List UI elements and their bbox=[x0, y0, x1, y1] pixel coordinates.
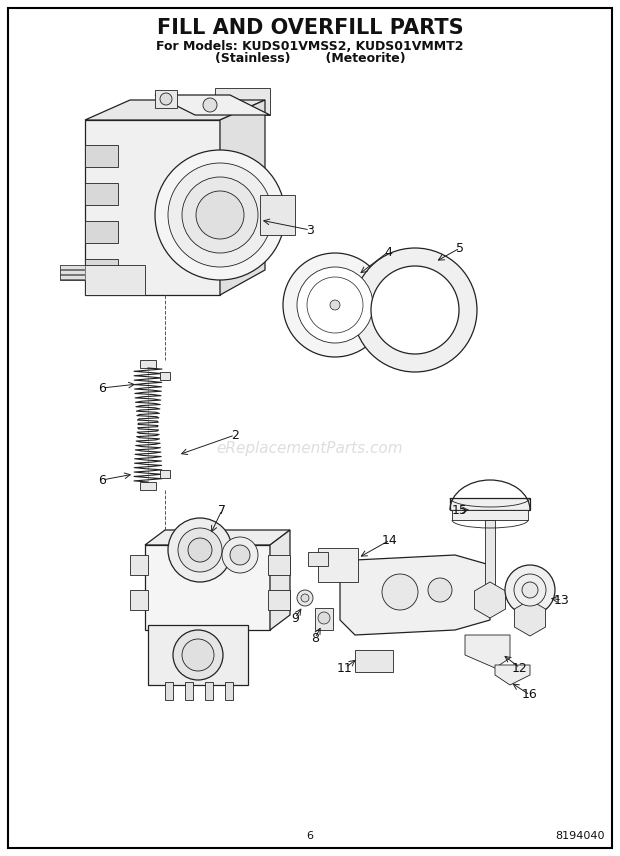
Polygon shape bbox=[145, 545, 270, 630]
Circle shape bbox=[297, 267, 373, 343]
Text: 12: 12 bbox=[512, 662, 528, 675]
Text: 11: 11 bbox=[337, 662, 353, 675]
Circle shape bbox=[371, 266, 459, 354]
Circle shape bbox=[318, 612, 330, 624]
Polygon shape bbox=[85, 183, 118, 205]
Text: 14: 14 bbox=[382, 533, 398, 546]
Polygon shape bbox=[148, 625, 248, 685]
Bar bbox=[268, 555, 290, 575]
Circle shape bbox=[182, 177, 258, 253]
Bar bbox=[308, 552, 328, 566]
Text: 9: 9 bbox=[291, 611, 299, 625]
Text: 8: 8 bbox=[311, 632, 319, 645]
Circle shape bbox=[522, 582, 538, 598]
Text: 8194040: 8194040 bbox=[556, 831, 604, 841]
Bar bbox=[130, 555, 148, 575]
Circle shape bbox=[173, 630, 223, 680]
Polygon shape bbox=[215, 88, 270, 115]
Text: FILL AND OVERFILL PARTS: FILL AND OVERFILL PARTS bbox=[157, 18, 463, 38]
Polygon shape bbox=[85, 259, 118, 281]
Bar bbox=[160, 470, 170, 478]
Text: 6: 6 bbox=[306, 831, 314, 841]
Text: 3: 3 bbox=[306, 223, 314, 236]
Circle shape bbox=[168, 163, 272, 267]
Bar bbox=[225, 682, 233, 700]
Text: 6: 6 bbox=[98, 473, 106, 486]
Bar bbox=[155, 90, 177, 108]
Polygon shape bbox=[145, 530, 290, 545]
Circle shape bbox=[428, 578, 452, 602]
Polygon shape bbox=[60, 270, 85, 274]
Circle shape bbox=[182, 639, 214, 671]
Circle shape bbox=[203, 98, 217, 112]
Text: 6: 6 bbox=[98, 382, 106, 395]
Circle shape bbox=[301, 594, 309, 602]
Polygon shape bbox=[60, 275, 85, 279]
Polygon shape bbox=[85, 100, 265, 120]
Polygon shape bbox=[60, 265, 145, 295]
Text: 16: 16 bbox=[522, 688, 538, 702]
Circle shape bbox=[297, 590, 313, 606]
Text: eReplacementParts.com: eReplacementParts.com bbox=[216, 441, 404, 455]
Polygon shape bbox=[270, 530, 290, 630]
Bar bbox=[165, 682, 173, 700]
Circle shape bbox=[230, 545, 250, 565]
Text: (Stainless)        (Meteorite): (Stainless) (Meteorite) bbox=[215, 51, 405, 64]
Bar bbox=[268, 590, 290, 610]
Text: 13: 13 bbox=[554, 593, 570, 607]
Polygon shape bbox=[340, 555, 490, 635]
Polygon shape bbox=[60, 265, 85, 269]
Circle shape bbox=[307, 277, 363, 333]
Text: 4: 4 bbox=[384, 246, 392, 259]
Circle shape bbox=[168, 518, 232, 582]
Polygon shape bbox=[260, 195, 295, 235]
Bar bbox=[485, 520, 495, 590]
Circle shape bbox=[382, 574, 418, 610]
Polygon shape bbox=[85, 120, 220, 295]
Text: 7: 7 bbox=[218, 503, 226, 516]
Bar bbox=[205, 682, 213, 700]
Circle shape bbox=[155, 150, 285, 280]
Polygon shape bbox=[85, 145, 118, 167]
Circle shape bbox=[514, 574, 546, 606]
Circle shape bbox=[178, 528, 222, 572]
Bar bbox=[315, 608, 333, 630]
Bar bbox=[130, 590, 148, 610]
Circle shape bbox=[222, 537, 258, 573]
Polygon shape bbox=[220, 100, 265, 295]
Circle shape bbox=[330, 300, 340, 310]
Circle shape bbox=[283, 253, 387, 357]
Polygon shape bbox=[85, 221, 118, 243]
Circle shape bbox=[196, 191, 244, 239]
Polygon shape bbox=[450, 498, 530, 510]
Circle shape bbox=[188, 538, 212, 562]
Polygon shape bbox=[495, 665, 530, 685]
Bar bbox=[140, 360, 156, 368]
Circle shape bbox=[353, 248, 477, 372]
Text: For Models: KUDS01VMSS2, KUDS01VMMT2: For Models: KUDS01VMSS2, KUDS01VMMT2 bbox=[156, 39, 464, 52]
Circle shape bbox=[160, 93, 172, 105]
Circle shape bbox=[505, 565, 555, 615]
Text: 5: 5 bbox=[456, 241, 464, 254]
Bar bbox=[160, 372, 170, 380]
Text: 2: 2 bbox=[231, 429, 239, 442]
Polygon shape bbox=[452, 510, 528, 520]
Bar bbox=[140, 482, 156, 490]
Polygon shape bbox=[465, 635, 510, 668]
Text: 15: 15 bbox=[452, 503, 468, 516]
Bar bbox=[355, 650, 393, 672]
Polygon shape bbox=[155, 95, 270, 115]
Bar bbox=[185, 682, 193, 700]
Polygon shape bbox=[318, 548, 358, 582]
